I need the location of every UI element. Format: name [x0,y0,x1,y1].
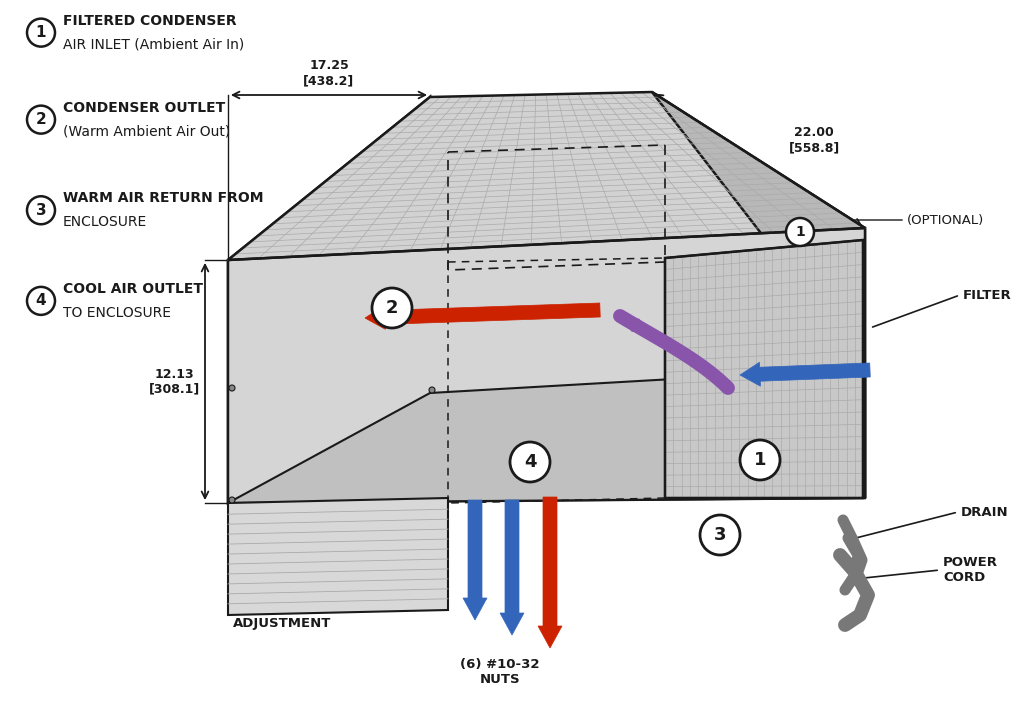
Text: (OPTIONAL): (OPTIONAL) [907,213,984,226]
Text: 3: 3 [36,203,46,218]
Text: (6) #10-32
NUTS: (6) #10-32 NUTS [460,658,540,686]
Text: FILTERED CONDENSER: FILTERED CONDENSER [63,14,237,28]
Text: WARM AIR RETURN FROM: WARM AIR RETURN FROM [63,191,263,205]
Text: POWER
CORD: POWER CORD [943,556,998,584]
Circle shape [510,442,550,482]
FancyArrow shape [538,497,562,648]
Text: 3: 3 [714,526,726,544]
Text: COOL AIR OUTLET: COOL AIR OUTLET [63,282,203,296]
Text: FILTER: FILTER [963,289,1012,302]
Text: ENCLOSURE: ENCLOSURE [63,215,147,229]
Polygon shape [665,240,863,498]
Polygon shape [228,97,430,503]
Text: 2: 2 [386,299,398,317]
FancyArrow shape [365,303,600,329]
Text: 22.00
[558.8]: 22.00 [558.8] [788,126,840,154]
FancyArrow shape [463,500,487,620]
Polygon shape [652,92,865,498]
Circle shape [27,287,55,315]
FancyArrow shape [500,500,524,635]
Text: THERMOSTAT
ADJUSTMENT: THERMOSTAT ADJUSTMENT [233,602,333,630]
Polygon shape [228,228,865,503]
Circle shape [786,218,814,246]
Text: AIR INLET (Ambient Air In): AIR INLET (Ambient Air In) [63,38,245,51]
Circle shape [27,106,55,133]
Circle shape [27,19,55,46]
Text: 1: 1 [795,225,805,239]
Text: TO ENCLOSURE: TO ENCLOSURE [63,306,171,320]
Text: DRAIN: DRAIN [961,505,1009,518]
Text: 17.25
[438.2]: 17.25 [438.2] [303,59,354,87]
Text: 2: 2 [36,112,46,127]
Circle shape [429,387,435,393]
Circle shape [229,385,234,391]
Circle shape [229,497,234,503]
Circle shape [372,288,412,328]
Polygon shape [228,92,865,260]
Text: 4: 4 [523,453,537,471]
Circle shape [740,440,780,480]
Text: (Warm Ambient Air Out): (Warm Ambient Air Out) [63,125,230,138]
Circle shape [27,196,55,224]
FancyArrow shape [740,362,870,386]
Text: 4: 4 [36,294,46,308]
Polygon shape [228,368,865,503]
Text: 1: 1 [754,451,766,469]
Text: 1: 1 [36,25,46,40]
Circle shape [700,515,740,555]
Polygon shape [228,498,449,615]
Text: CONDENSER OUTLET: CONDENSER OUTLET [63,101,225,115]
Text: 12.13
[308.1]: 12.13 [308.1] [148,368,200,396]
